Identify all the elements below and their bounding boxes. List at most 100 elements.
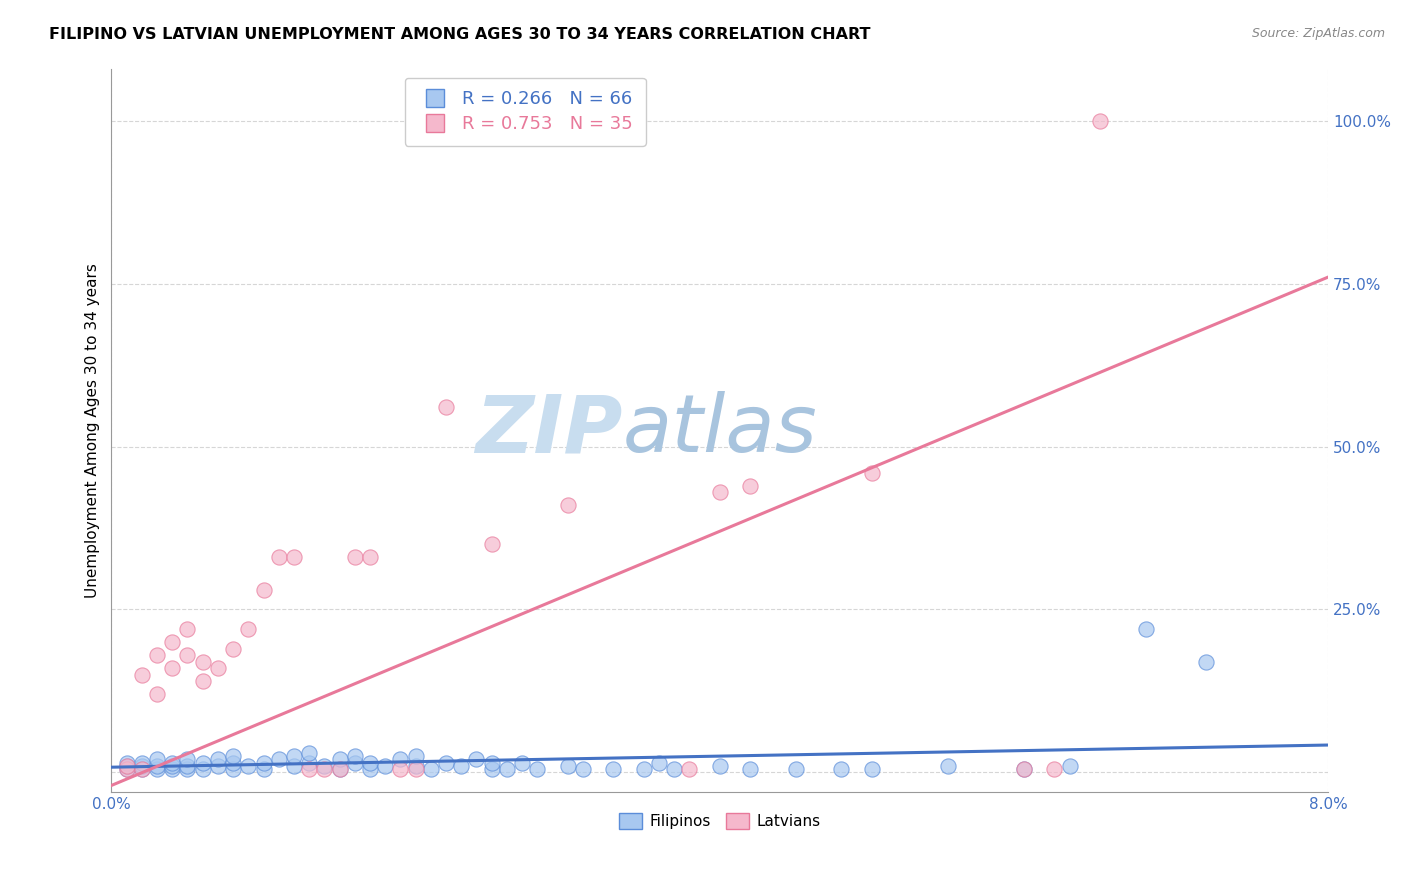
Point [343,756,366,770]
Point [115,759,138,773]
Point [648,756,671,770]
Point [343,749,366,764]
Point [162,762,184,776]
Point [314,762,336,776]
Point [162,759,184,773]
Point [314,759,336,773]
Point [146,752,169,766]
Point [510,756,533,770]
Point [283,759,305,773]
Point [252,762,274,776]
Point [405,762,427,776]
Point [465,752,488,766]
Point [252,756,274,770]
Point [238,759,260,773]
Point [1088,113,1111,128]
Point [389,752,412,766]
Point [419,762,441,776]
Point [176,752,198,766]
Point [131,759,153,773]
Point [343,550,366,565]
Text: Source: ZipAtlas.com: Source: ZipAtlas.com [1251,27,1385,40]
Point [146,762,169,776]
Point [222,762,245,776]
Point [207,661,229,675]
Point [191,756,214,770]
Point [115,762,138,776]
Point [222,756,245,770]
Point [176,759,198,773]
Point [328,762,350,776]
Point [328,762,350,776]
Point [298,756,321,770]
Point [678,762,700,776]
Point [1012,762,1035,776]
Point [162,661,184,675]
Point [131,756,153,770]
Point [740,762,762,776]
Point [1135,622,1157,636]
Y-axis label: Unemployment Among Ages 30 to 34 years: Unemployment Among Ages 30 to 34 years [86,263,100,598]
Point [526,762,548,776]
Point [389,762,412,776]
Point [434,756,457,770]
Point [162,635,184,649]
Point [283,749,305,764]
Point [176,762,198,776]
Point [298,746,321,760]
Point [557,759,579,773]
Point [662,762,685,776]
Point [267,752,290,766]
Point [450,759,472,773]
Point [162,756,184,770]
Point [115,759,138,773]
Point [146,687,169,701]
Point [222,749,245,764]
Point [359,550,381,565]
Point [860,466,883,480]
Point [740,478,762,492]
Point [252,582,274,597]
Text: FILIPINO VS LATVIAN UNEMPLOYMENT AMONG AGES 30 TO 34 YEARS CORRELATION CHART: FILIPINO VS LATVIAN UNEMPLOYMENT AMONG A… [49,27,870,42]
Point [481,756,503,770]
Point [602,762,624,776]
Point [709,485,731,500]
Legend: Filipinos, Latvians: Filipinos, Latvians [613,806,827,835]
Point [1195,655,1218,669]
Point [633,762,655,776]
Point [146,759,169,773]
Point [191,674,214,689]
Point [572,762,595,776]
Point [495,762,517,776]
Point [115,756,138,770]
Point [557,498,579,512]
Point [405,759,427,773]
Point [1043,762,1066,776]
Point [359,762,381,776]
Point [191,762,214,776]
Point [481,537,503,551]
Point [191,655,214,669]
Point [298,762,321,776]
Point [860,762,883,776]
Point [936,759,959,773]
Point [328,752,350,766]
Point [131,762,153,776]
Point [405,749,427,764]
Point [1012,762,1035,776]
Point [374,759,396,773]
Point [267,550,290,565]
Point [238,622,260,636]
Point [115,762,138,776]
Point [176,648,198,662]
Point [131,667,153,681]
Point [207,759,229,773]
Point [1059,759,1081,773]
Point [830,762,852,776]
Point [222,641,245,656]
Point [176,622,198,636]
Point [207,752,229,766]
Text: atlas: atlas [623,392,817,469]
Point [359,756,381,770]
Point [146,648,169,662]
